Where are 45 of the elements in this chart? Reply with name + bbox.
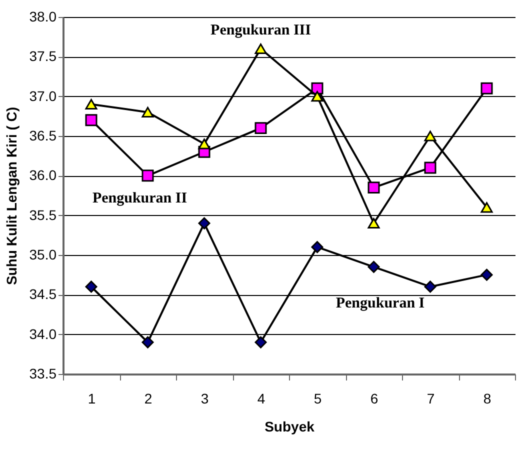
y-tick-label: 33.5 — [29, 366, 57, 382]
y-tick-label: 35.0 — [29, 246, 57, 262]
point — [311, 91, 324, 102]
point — [254, 43, 267, 54]
point — [142, 106, 154, 118]
point — [254, 336, 267, 348]
point — [198, 138, 210, 150]
series-label: Pengukuran II — [92, 190, 188, 207]
point — [254, 122, 267, 134]
point — [480, 82, 493, 94]
point — [424, 162, 436, 174]
x-tick-label: 6 — [370, 390, 378, 406]
y-tick-label: 35.5 — [29, 206, 57, 223]
y-tick-label: 37.5 — [29, 48, 57, 64]
y-tick-label: 37.0 — [29, 88, 57, 104]
y-axis-title: Suhu Kulit Lengan Kiri ( C) — [3, 106, 20, 286]
x-tick-label: 5 — [314, 390, 322, 406]
point — [311, 241, 324, 254]
point — [368, 218, 380, 229]
point — [85, 280, 98, 293]
x-axis-title: Subyek — [264, 418, 315, 434]
x-tick-label: 2 — [144, 390, 152, 406]
point — [142, 336, 154, 348]
point — [424, 130, 436, 142]
series-label: Pengukuran III — [210, 22, 312, 39]
x-tick-label: 8 — [483, 390, 492, 406]
y-tick-label: 36.0 — [29, 167, 57, 184]
y-tick-label: 34.0 — [29, 326, 57, 342]
x-tick-label: 3 — [200, 390, 209, 406]
x-tick-label: 7 — [426, 390, 435, 406]
y-tick-label: 38.0 — [29, 8, 57, 24]
series-label: Pengukuran I — [336, 296, 425, 312]
point — [480, 268, 493, 281]
point — [198, 217, 210, 230]
point — [85, 114, 98, 126]
x-tick-label: 4 — [257, 390, 266, 406]
point — [368, 182, 380, 194]
point — [480, 202, 493, 213]
point — [424, 280, 436, 293]
point — [368, 260, 380, 273]
y-tick-label: 36.5 — [29, 128, 57, 144]
x-tick-label: 1 — [88, 390, 96, 406]
y-tick-label: 34.5 — [29, 286, 57, 302]
point — [142, 170, 154, 182]
point — [85, 98, 98, 110]
